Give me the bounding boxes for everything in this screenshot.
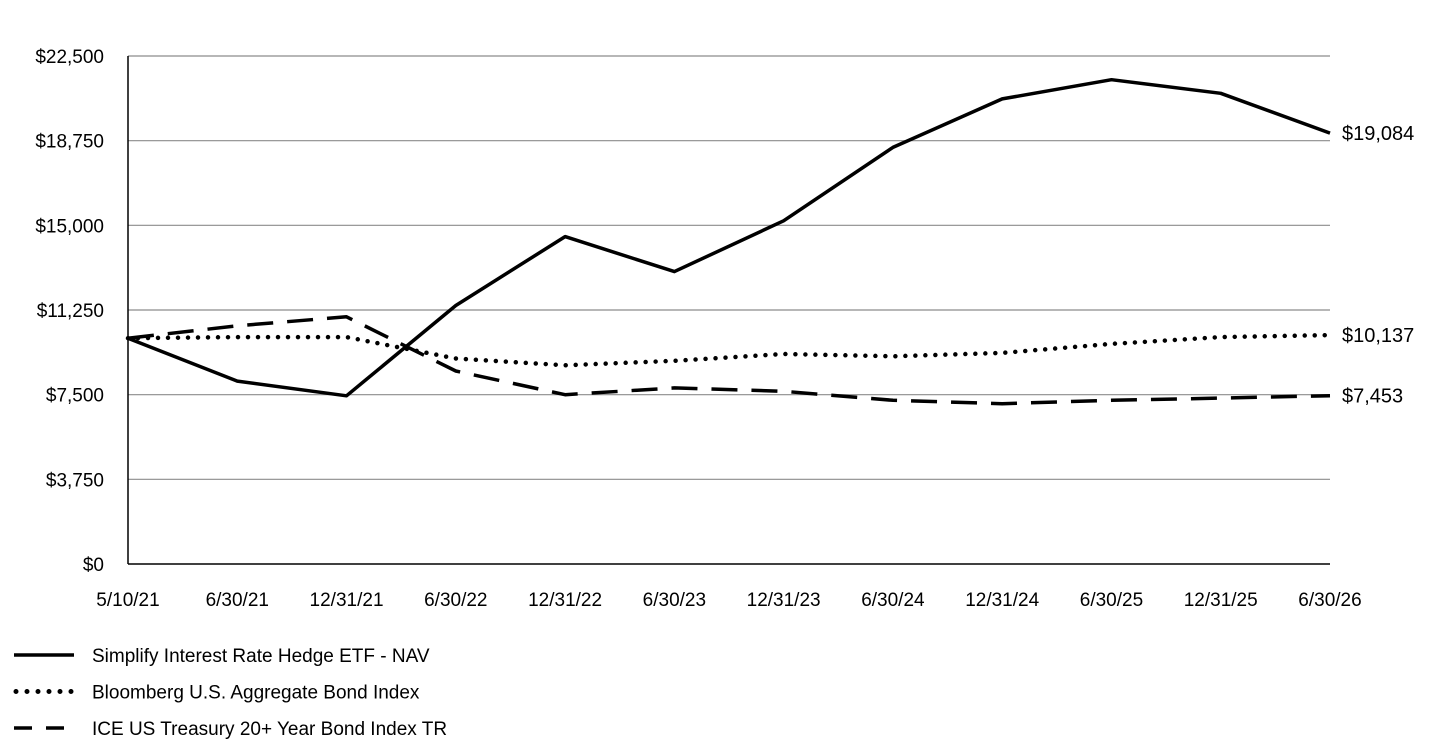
axes: [127, 56, 1330, 565]
x-tick-label: 6/30/25: [1080, 590, 1143, 611]
x-tick-label: 6/30/22: [424, 590, 487, 611]
y-axis-ticks: $0 $3,750 $7,500 $11,250 $15,000 $18,750 $22,5…: [35, 47, 104, 576]
x-tick-label: 6/30/21: [206, 590, 269, 611]
legend-item: ICE US Treasury 20+ Year Bond Index TR: [14, 719, 447, 740]
x-axis-ticks: 5/10/21 6/30/21 12/31/21 6/30/22 12/31/22 6/3…: [96, 590, 1361, 611]
gridlines: [128, 55, 1330, 480]
series-line-bloomberg-u-s-aggregate-bond-index: [125, 332, 1333, 368]
y-tick-label: $7,500: [46, 386, 104, 407]
legend: Simplify Interest Rate Hedge ETF - NAV Bl…: [13, 646, 447, 740]
end-label-ice-us-treasury-20-year-bond-index-tr: $7,453: [1342, 386, 1403, 408]
x-tick-label: 12/31/22: [528, 590, 602, 611]
x-tick-label: 12/31/23: [747, 590, 821, 611]
legend-label: ICE US Treasury 20+ Year Bond Index TR: [92, 719, 447, 740]
end-label-simplify-interest-rate-hedge-etf-nav: $19,084: [1342, 123, 1414, 145]
y-tick-label: $15,000: [35, 216, 104, 237]
x-tick-label: 12/31/25: [1184, 590, 1258, 611]
x-tick-label: 6/30/24: [861, 590, 925, 611]
y-tick-label: $3,750: [46, 470, 104, 491]
end-labels: $19,084 $10,137 $7,453: [1342, 123, 1414, 408]
x-tick-label: 12/31/21: [310, 590, 384, 611]
y-tick-label: $18,750: [35, 132, 104, 153]
x-tick-label: 6/30/23: [643, 590, 706, 611]
series-line-simplify-interest-rate-hedge-etf-nav: [127, 77, 1331, 398]
legend-label: Bloomberg U.S. Aggregate Bond Index: [92, 683, 420, 704]
end-label-bloomberg-u-s-aggregate-bond-index: $10,137: [1342, 325, 1414, 347]
y-tick-label: $22,500: [35, 47, 104, 68]
x-tick-label: 5/10/21: [96, 590, 159, 611]
x-tick-label: 6/30/26: [1298, 590, 1361, 611]
legend-label: Simplify Interest Rate Hedge ETF - NAV: [92, 646, 430, 667]
y-tick-label: $0: [83, 555, 104, 576]
legend-item: Simplify Interest Rate Hedge ETF - NAV: [14, 646, 430, 667]
legend-item: Bloomberg U.S. Aggregate Bond Index: [13, 683, 420, 704]
y-tick-label: $11,250: [37, 301, 104, 322]
x-tick-label: 12/31/24: [965, 590, 1039, 611]
series-lines: [125, 77, 1333, 406]
series-line-ice-us-treasury-20-year-bond-index-tr: [127, 315, 1331, 406]
